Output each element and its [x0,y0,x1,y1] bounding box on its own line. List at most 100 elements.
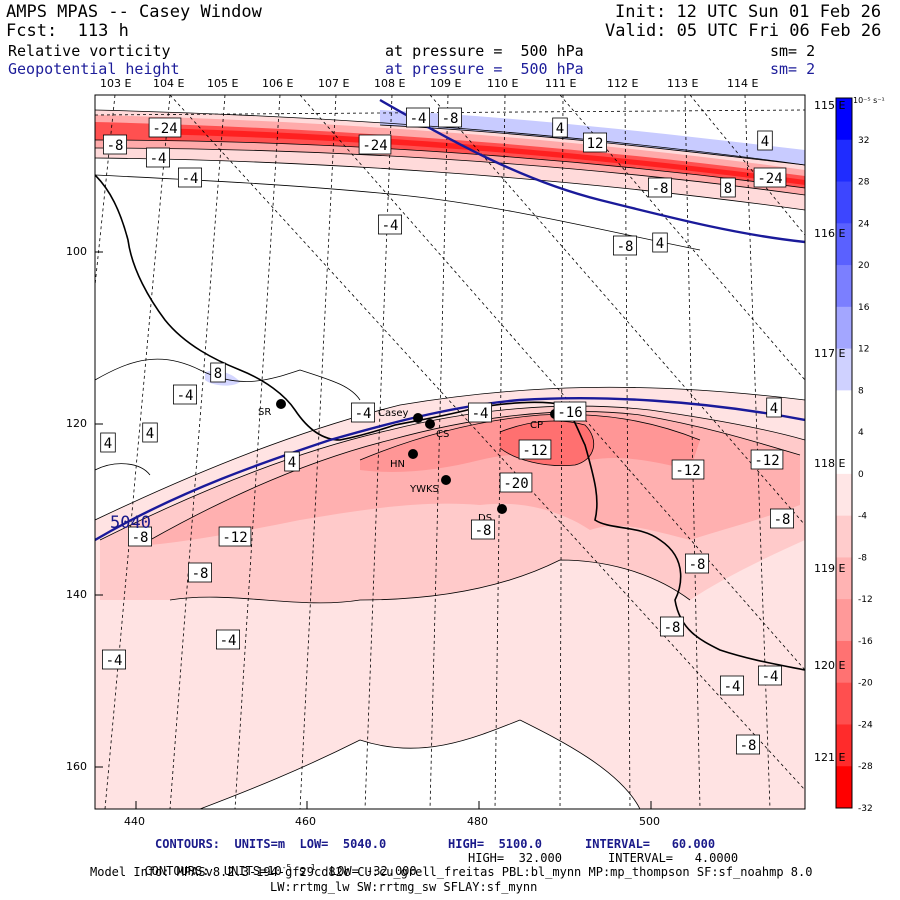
contour-label: -4 [382,218,399,234]
contour-label: -4 [762,669,779,685]
station-label: YWKS [409,484,439,495]
lon-label: 120 E [814,659,846,672]
title: AMPS MPAS -- Casey Window [6,2,262,22]
contour-label: -8 [652,181,669,197]
contour-label: -4 [410,111,427,127]
contour-labels: -24 -8 -4 -4 -24 -4 -8 4 12 4 -8 8 -24 -4 -8 4 -4 4 4 8 -4 -4… [100,107,795,755]
colorbar-swatch [836,98,852,141]
contour-label: 12 [587,136,604,152]
vorticity-contour-interval: INTERVAL= 4.0000 [608,851,739,865]
contour-label: -8 [442,111,459,127]
contour-label-box [350,402,375,423]
contour-label: 4 [556,121,564,137]
colorbar-label: 24 [858,219,870,229]
valid-time: Valid: 05 UTC Fri 06 Feb 26 [605,21,882,41]
colorbar-label: 16 [858,303,870,313]
contour-label-box [437,107,462,128]
vorticity-contour-units: CONTOURS: UNITS=10-5 s-1 LOW= -32.000 [130,852,417,878]
units-exponent: -5 [281,863,292,872]
vorticity-band-north-strong [95,122,805,188]
vorticity-contour-low: LOW= -32.000 [315,864,417,878]
contour-label-box [142,422,158,443]
units-prefix: CONTOURS: UNITS=10 [144,864,282,878]
contour-label: -4 [355,406,372,422]
contour-label: -4 [472,406,489,422]
contour-label: -12 [675,463,700,479]
contour-label: -4 [724,679,741,695]
field1-name: Relative vorticity [8,42,171,60]
contour-label-box [648,177,673,198]
colorbar-swatch [836,265,852,308]
station-marker [497,504,507,514]
contour-label: 4 [104,436,112,452]
station-marker [276,399,286,409]
colorbar-swatch [836,724,852,767]
contour-label-box [103,134,128,155]
colorbar-label: 12 [858,345,869,355]
contour-label-box [405,107,430,128]
station-label: HN [390,459,405,470]
contour-label: 4 [146,426,154,442]
field2-level: at pressure = 500 hPa [385,60,584,78]
station-label: Casey [378,408,408,419]
contour-label-box [102,649,127,670]
vorticity-contour-high: HIGH= 32.000 [468,851,562,865]
contour-label-box [753,167,787,188]
colorbar-label: 8 [858,386,864,396]
colorbar-label: 32 [858,136,869,146]
x-tick-label: 480 [467,815,488,828]
colorbar-swatch [836,139,852,183]
contour-label: -12 [222,530,247,546]
lon-label: 106 E [262,77,294,90]
contour-label: -4 [182,171,199,187]
contour-label-box [652,232,668,253]
contour-label: 8 [724,181,732,197]
contour-label: -4 [220,633,237,649]
lon-label: 118 E [814,457,846,470]
height-contour-high: HIGH= 5100.0 [448,837,542,851]
contour-label: -8 [192,566,209,582]
station-label: SR [258,407,271,418]
height-contour-units: CONTOURS: UNITS=m LOW= 5040.0 [155,837,387,851]
height-contour-label: 5040 [110,513,151,533]
contour-label: -20 [503,476,528,492]
contour-label-box [757,130,773,151]
lon-label: 112 E [607,77,639,90]
station-marker [413,413,423,423]
colorbar-label: 4 [858,428,864,438]
lon-label: 117 E [814,347,846,360]
lon-label: 110 E [487,77,519,90]
lon-label: 113 E [667,77,699,90]
colorbar-label: -12 [858,595,873,605]
contour-label-box [660,616,685,637]
y-tick-label: 120 [66,417,87,430]
contour-label-box [172,384,197,405]
colorbar-swatch [836,599,852,642]
colorbar-swatch [836,640,852,684]
contour-label-box [100,432,116,453]
contour-label: -8 [774,512,791,528]
contour-label-box [284,451,300,472]
colorbar-swatch [836,682,852,725]
contour-label-box [127,526,152,547]
contour-label: -8 [107,138,124,154]
contour-label-box [499,472,533,493]
colorbar-label: -20 [858,679,873,689]
colorbar-label: -4 [858,512,867,522]
colorbar-label: 0 [858,470,864,480]
colorbar-swatch [836,223,852,266]
contour-label-box [720,675,745,696]
plot-frame [94,94,806,810]
colorbar-swatch [836,557,852,600]
colorbar: 10⁻⁵ s⁻¹ 32 28 24 20 16 12 8 4 0 -4 -8 -12 -16 -20 -24 -… [835,96,885,814]
colorbar-label: -32 [858,804,873,814]
x-tick-label: 460 [295,815,316,828]
station-marker [441,475,451,485]
lon-label: 109 E [430,77,462,90]
units-s: s [291,864,306,878]
colorbar-label: -24 [858,720,873,730]
contour-label-box [553,401,587,422]
x-tick-label: 440 [124,815,145,828]
field2-smoothing: sm= 2 [770,60,816,78]
contour-label-box [770,508,795,529]
